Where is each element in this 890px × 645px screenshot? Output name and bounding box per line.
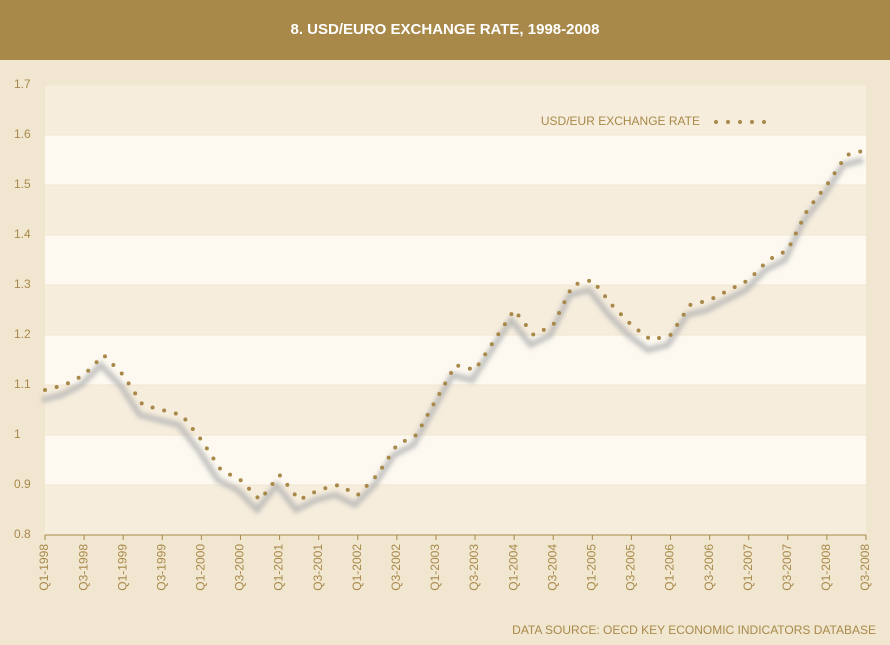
- y-tick-label: 1.3: [14, 277, 31, 291]
- legend-label: USD/EUR EXCHANGE RATE: [541, 114, 700, 128]
- x-tick-label: Q1-1998: [37, 544, 51, 591]
- grid-band: [45, 185, 866, 235]
- x-tick-label: Q3-2004: [545, 544, 559, 591]
- grid-band: [45, 385, 866, 435]
- grid-band: [45, 285, 866, 335]
- x-tick-label: Q3-2008: [858, 544, 872, 591]
- x-tick-label: Q1-2003: [428, 544, 442, 591]
- grid-band: [45, 435, 866, 485]
- grid-band: [45, 235, 866, 285]
- x-tick-label: Q1-2004: [506, 544, 520, 591]
- x-tick-label: Q3-2006: [702, 544, 716, 591]
- y-tick-label: 1.4: [14, 227, 31, 241]
- y-tick-label: 1.1: [14, 377, 31, 391]
- plot-area: 0.8 0.9 1 1.1 1.2 1.3 1.4 1.5 1.6 1.7 Q1-1998 Q3-19…: [14, 77, 872, 591]
- x-tick-label: Q1-2006: [663, 544, 677, 591]
- grid-band: [45, 135, 866, 185]
- x-tick-label: Q1-2001: [272, 544, 286, 591]
- x-tick-label: Q3-2007: [780, 544, 794, 591]
- x-tick-label: Q1-2007: [741, 544, 755, 591]
- x-tick-label: Q3-2003: [467, 544, 481, 591]
- x-tick-label: Q3-1999: [154, 544, 168, 591]
- source-note: DATA SOURCE: OECD KEY ECONOMIC INDICATOR…: [512, 623, 876, 637]
- y-tick-label: 1.5: [14, 177, 31, 191]
- x-tick-label: Q1-2005: [585, 544, 599, 591]
- y-tick-label: 1.6: [14, 127, 31, 141]
- y-tick-label: 0.8: [14, 527, 31, 541]
- x-tick-label: Q1-1999: [115, 544, 129, 591]
- x-tick-label: Q3-2005: [624, 544, 638, 591]
- x-tick-label: Q3-2002: [389, 544, 403, 591]
- x-tick-label: Q3-2001: [311, 544, 325, 591]
- grid-band: [45, 485, 866, 535]
- chart-title: 8. USD/EURO EXCHANGE RATE, 1998-2008: [291, 21, 600, 38]
- y-tick-label: 1.2: [14, 327, 31, 341]
- y-tick-label: 1.7: [14, 77, 31, 91]
- x-tick-label: Q1-2002: [350, 544, 364, 591]
- y-tick-label: 1: [14, 427, 21, 441]
- x-tick-label: Q1-2000: [194, 544, 208, 591]
- x-tick-label: Q3-1998: [76, 544, 90, 591]
- line-shadow: [41, 157, 864, 515]
- title-bar: [0, 0, 890, 60]
- x-tick-label: Q3-2000: [233, 544, 247, 591]
- x-tick-label: Q1-2008: [819, 544, 833, 591]
- y-tick-label: 0.9: [14, 477, 31, 491]
